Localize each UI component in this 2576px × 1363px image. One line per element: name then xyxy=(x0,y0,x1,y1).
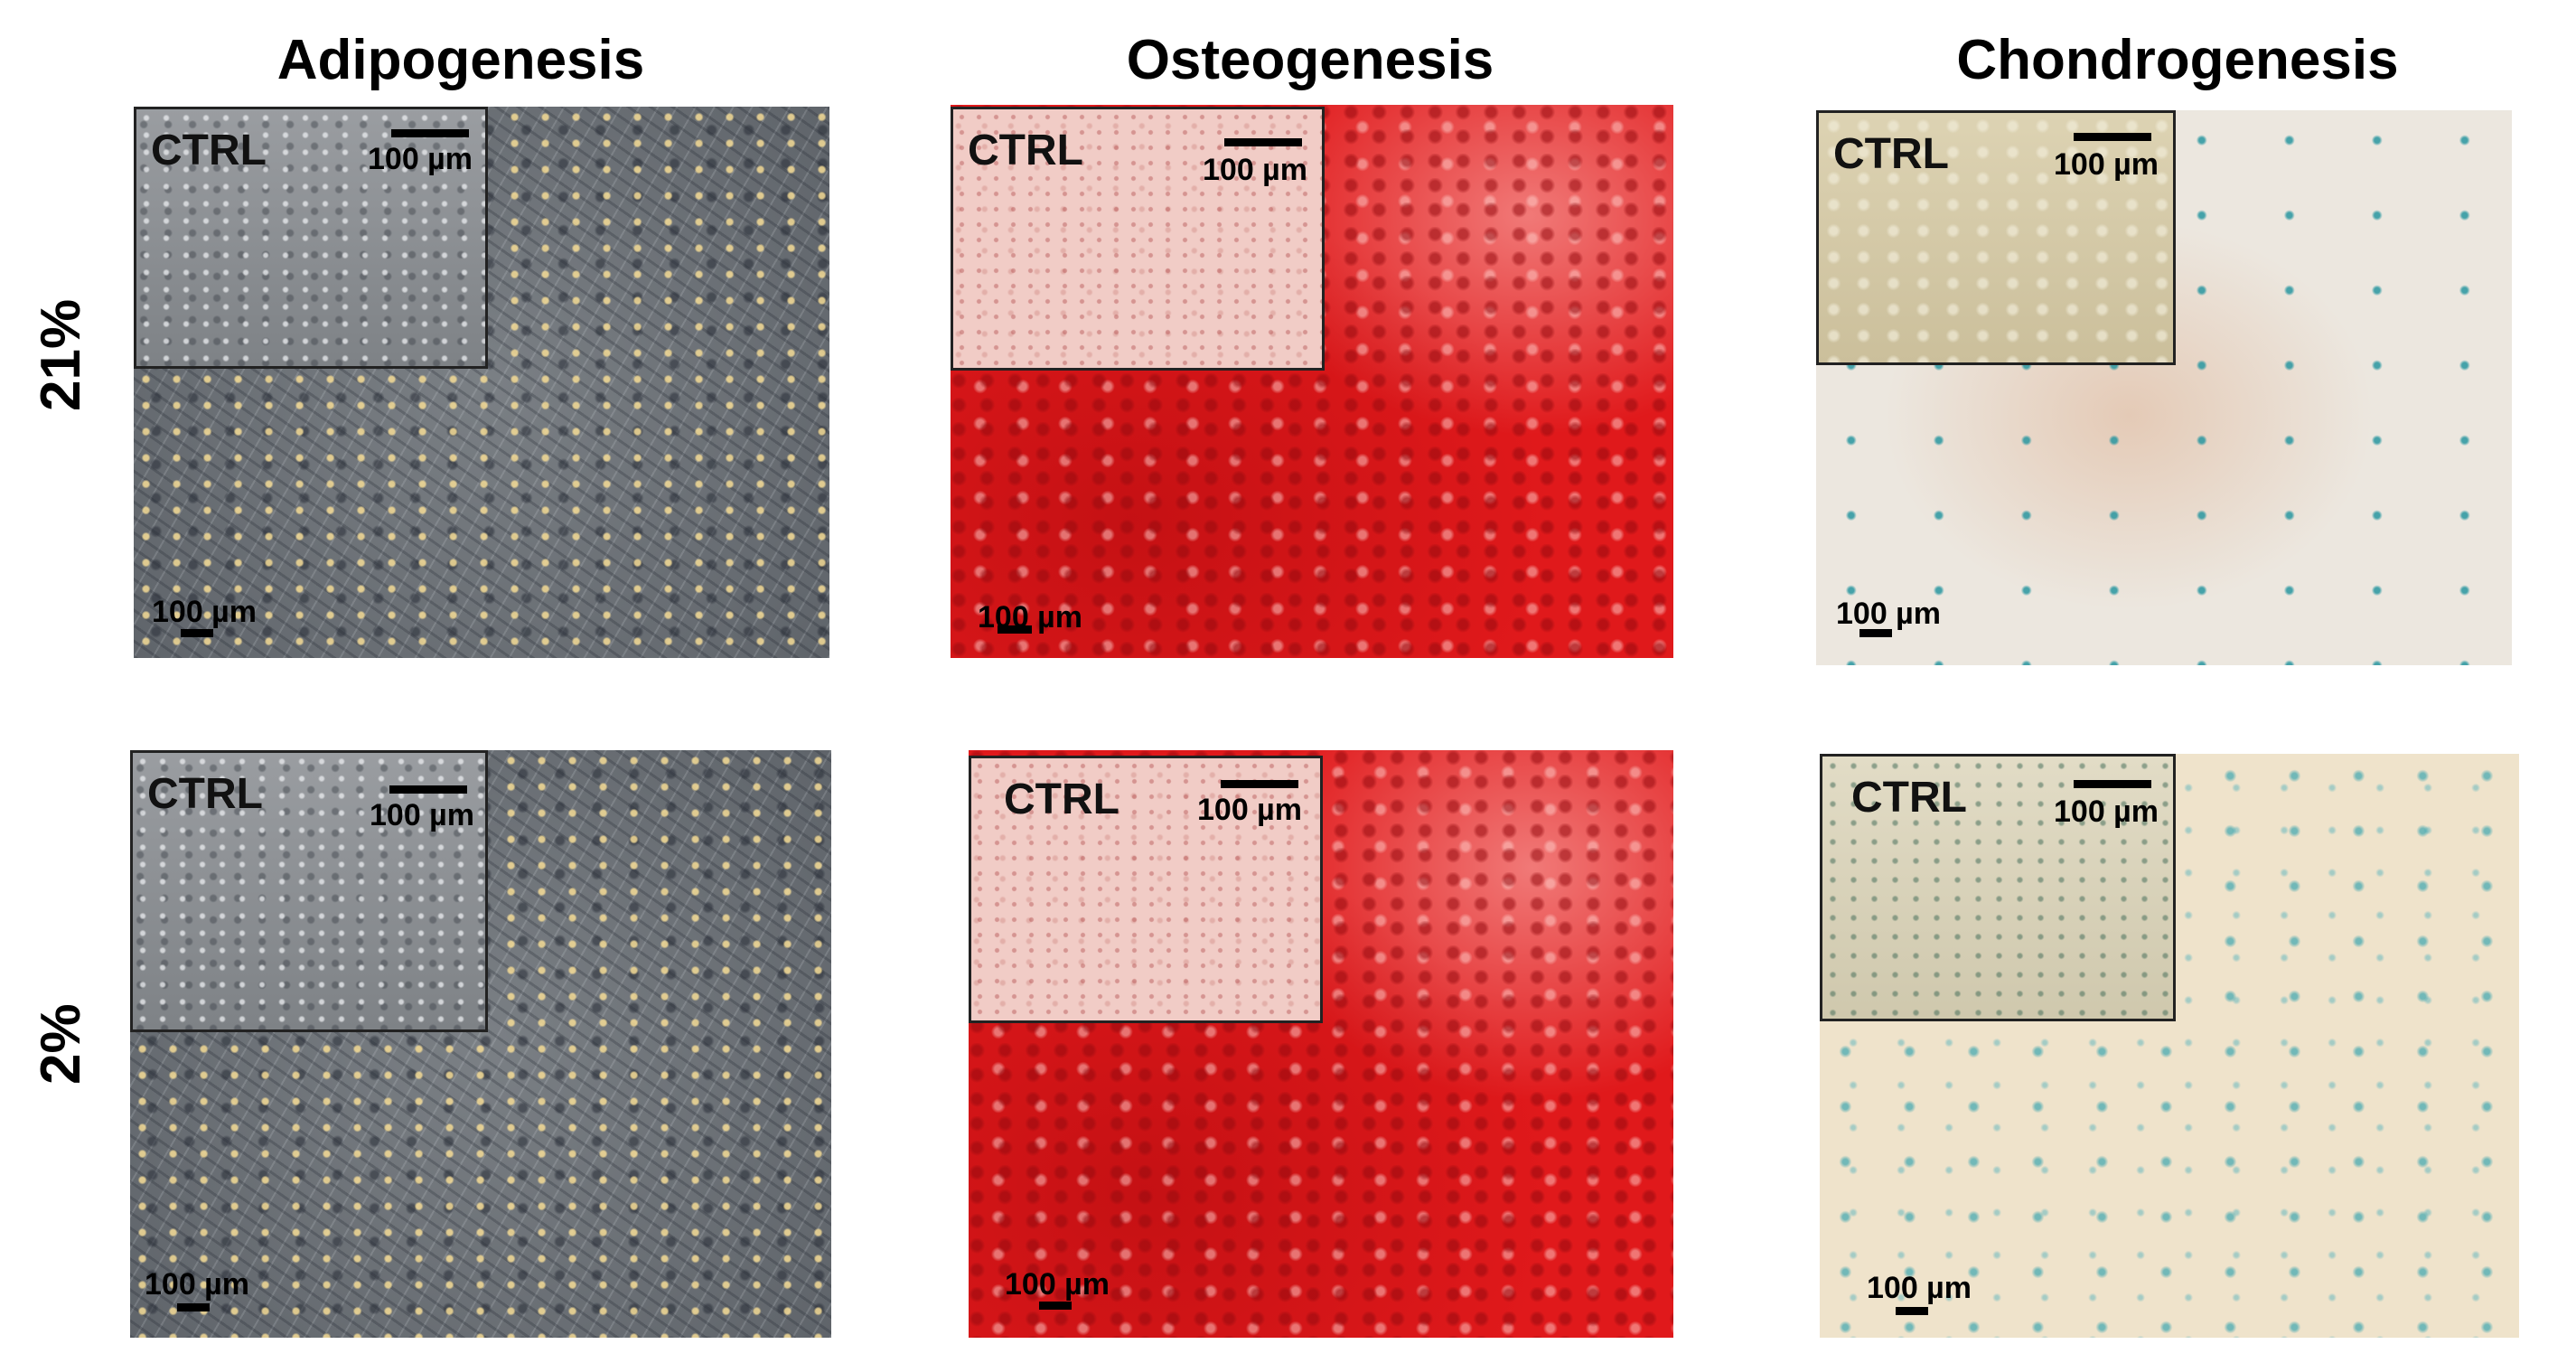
scale-bar-label: 100 µm xyxy=(1867,1271,1972,1305)
inset-ctrl-adipogenesis-2: CTRL 100 µm xyxy=(130,750,488,1032)
ctrl-label: CTRL xyxy=(1833,130,1949,178)
inset-ctrl-chondrogenesis-2: CTRL 100 µm xyxy=(1820,754,2176,1021)
inset-scale-bar xyxy=(2074,133,2151,141)
inset-scale-bar-label: 100 µm xyxy=(1197,793,1302,827)
inset-scale-bar xyxy=(2074,780,2151,788)
scale-bar xyxy=(1896,1307,1928,1315)
row-label-21-percent: 21% xyxy=(30,298,92,411)
scale-bar xyxy=(1039,1302,1072,1310)
scale-bar-label: 100 µm xyxy=(145,1267,249,1302)
inset-scale-bar-label: 100 µm xyxy=(2054,794,2159,829)
column-title-osteogenesis: Osteogenesis xyxy=(1126,29,1494,91)
micrograph-osteogenesis-2: CTRL 100 µm 100 µm xyxy=(969,750,1673,1338)
scale-bar xyxy=(177,1303,210,1311)
scale-bar xyxy=(181,629,213,637)
column-title-adipogenesis: Adipogenesis xyxy=(276,29,645,91)
micrograph-chondrogenesis-2: CTRL 100 µm 100 µm xyxy=(1820,754,2519,1338)
inset-scale-bar-label: 100 µm xyxy=(1203,153,1307,187)
micrograph-adipogenesis-21: CTRL 100 µm 100 µm xyxy=(134,107,829,658)
scale-bar-label: 100 µm xyxy=(152,595,257,629)
scale-bar-label: 100 µm xyxy=(1005,1267,1110,1302)
scale-bar xyxy=(1859,629,1892,637)
inset-ctrl-chondrogenesis-21: CTRL 100 µm xyxy=(1816,110,2176,365)
ctrl-label: CTRL xyxy=(147,770,263,818)
ctrl-label: CTRL xyxy=(1851,774,1967,822)
inset-scale-bar xyxy=(389,785,467,794)
inset-scale-bar-label: 100 µm xyxy=(370,798,474,832)
inset-ctrl-osteogenesis-2: CTRL 100 µm xyxy=(969,756,1323,1023)
row-label-2-percent: 2% xyxy=(30,1003,92,1085)
inset-ctrl-adipogenesis-21: CTRL 100 µm xyxy=(134,107,488,369)
inset-scale-bar xyxy=(1224,138,1302,146)
micrograph-adipogenesis-2: CTRL 100 µm 100 µm xyxy=(130,750,831,1338)
ctrl-label: CTRL xyxy=(151,127,267,174)
micrograph-osteogenesis-21: CTRL 100 µm 100 µm xyxy=(951,105,1673,658)
scale-bar-label: 100 µm xyxy=(1836,597,1941,631)
inset-scale-bar-label: 100 µm xyxy=(368,142,473,176)
ctrl-label: CTRL xyxy=(968,127,1083,174)
scale-bar xyxy=(998,625,1032,634)
micrograph-chondrogenesis-21: CTRL 100 µm 100 µm xyxy=(1816,110,2512,665)
column-title-chondrogenesis: Chondrogenesis xyxy=(1956,29,2399,91)
inset-ctrl-osteogenesis-21: CTRL 100 µm xyxy=(951,107,1325,371)
ctrl-label: CTRL xyxy=(1004,776,1119,823)
inset-scale-bar xyxy=(1221,780,1298,788)
inset-scale-bar-label: 100 µm xyxy=(2054,147,2159,182)
inset-scale-bar xyxy=(391,129,469,137)
